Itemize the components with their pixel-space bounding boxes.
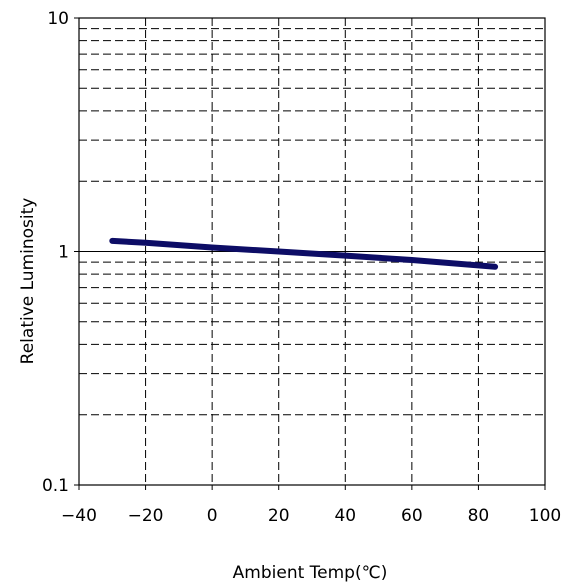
x-tick-label: 80 — [468, 506, 490, 526]
x-tick-label: 0 — [207, 506, 218, 526]
x-tick-label: −20 — [128, 506, 164, 526]
y-axis-label: Relative Luminosity — [18, 198, 38, 365]
y-tick-label: 10 — [47, 9, 69, 29]
x-tick-label: 40 — [334, 506, 356, 526]
x-tick-label: 60 — [401, 506, 423, 526]
x-axis-label: Ambient Temp(℃) — [233, 563, 388, 583]
x-tick-label: 100 — [529, 506, 561, 526]
y-tick-label: 0.1 — [42, 476, 69, 496]
series-line — [109, 237, 499, 270]
x-tick-label: 20 — [268, 506, 290, 526]
series-layer — [109, 237, 499, 270]
x-tick-label: −40 — [61, 506, 97, 526]
y-tick-label: 1 — [58, 243, 69, 263]
axis-ticks — [74, 17, 546, 490]
tick-labels: −40 −20 0 20 40 60 80 100 0.1 1 10 — [42, 9, 561, 526]
